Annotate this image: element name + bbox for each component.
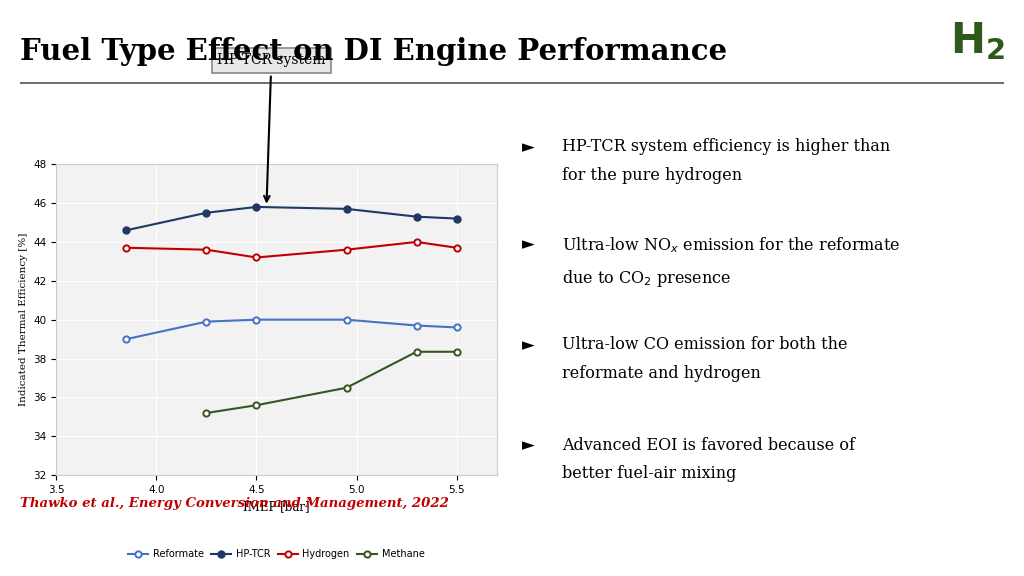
Hydrogen (340, 247, 352, 253)
Line: HP-TCR: HP-TCR (123, 203, 460, 234)
Reformate (250, 316, 262, 323)
Methane (411, 348, 423, 355)
Line: Reformate: Reformate (123, 317, 460, 342)
Hydrogen (451, 244, 463, 251)
Text: Thawko et al., Energy Conversion and Management, 2022: Thawko et al., Energy Conversion and Man… (20, 497, 450, 510)
Text: HP-TCR system: HP-TCR system (217, 54, 326, 202)
Text: Ultra-low NO$_x$ emission for the reformate
due to CO$_2$ presence: Ultra-low NO$_x$ emission for the reform… (562, 235, 901, 289)
Hydrogen (250, 254, 262, 261)
Hydrogen (411, 238, 423, 245)
Text: 7: 7 (992, 546, 1005, 564)
Reformate (340, 316, 352, 323)
Line: Hydrogen: Hydrogen (123, 239, 460, 260)
Text: Fuel Type Effect on DI Engine Performance: Fuel Type Effect on DI Engine Performanc… (20, 37, 728, 66)
Line: Methane: Methane (204, 348, 460, 416)
Reformate (411, 322, 423, 329)
Legend: Reformate, HP-TCR, Hydrogen, Methane: Reformate, HP-TCR, Hydrogen, Methane (125, 545, 428, 563)
Hydrogen (120, 244, 132, 251)
HP-TCR (250, 203, 262, 210)
HP-TCR (340, 206, 352, 213)
HP-TCR (451, 215, 463, 222)
Text: HP-TCR system efficiency is higher than
for the pure hydrogen: HP-TCR system efficiency is higher than … (562, 138, 891, 184)
Y-axis label: Indicated Thermal Efficiency [%]: Indicated Thermal Efficiency [%] (18, 233, 28, 406)
Text: ►: ► (522, 437, 535, 454)
Methane (250, 402, 262, 409)
Methane (451, 348, 463, 355)
Text: ►: ► (522, 336, 535, 354)
Reformate (120, 336, 132, 343)
Hydrogen (201, 247, 213, 253)
Text: $\mathbf{H_2}$: $\mathbf{H_2}$ (950, 20, 1006, 62)
HP-TCR (411, 213, 423, 220)
X-axis label: IMEP [bar]: IMEP [bar] (243, 501, 310, 513)
HP-TCR (120, 227, 132, 234)
Reformate (451, 324, 463, 331)
Text: ►: ► (522, 138, 535, 156)
HP-TCR (201, 209, 213, 216)
Methane (340, 384, 352, 391)
Text: Advanced EOI is favored because of
better fuel-air mixing: Advanced EOI is favored because of bette… (562, 437, 855, 482)
Text: ►: ► (522, 235, 535, 253)
Methane (201, 410, 213, 416)
Text: Ultra-low CO emission for both the
reformate and hydrogen: Ultra-low CO emission for both the refor… (562, 336, 848, 381)
Reformate (201, 318, 213, 325)
